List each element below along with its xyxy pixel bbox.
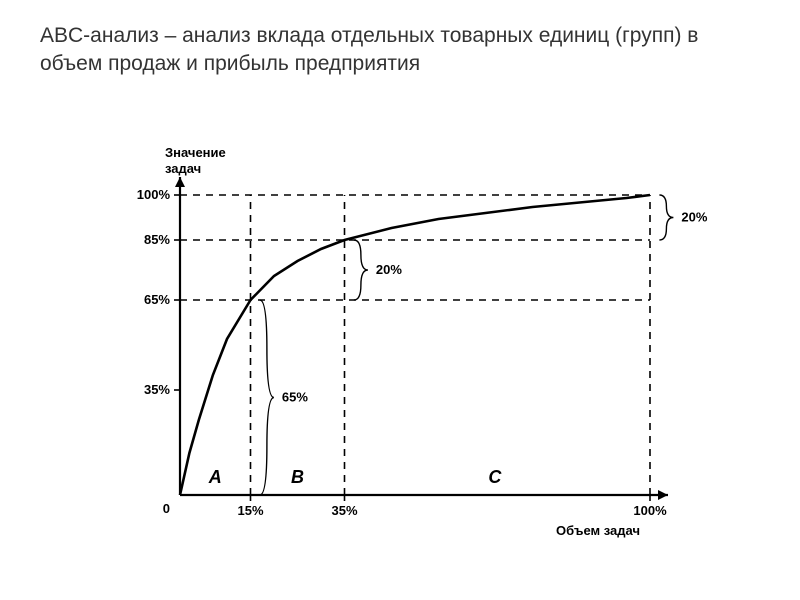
region-label: C — [488, 467, 502, 487]
x-tick-label: 100% — [633, 503, 667, 518]
y-tick-label: 100% — [137, 187, 171, 202]
y-tick-label: 35% — [144, 382, 170, 397]
brace — [260, 300, 274, 495]
page-title: ABC-анализ – анализ вклада отдельных тов… — [40, 22, 720, 79]
y-tick-label: 65% — [144, 292, 170, 307]
origin-label: 0 — [163, 501, 170, 516]
brace — [659, 195, 673, 240]
y-axis-title: задач — [165, 161, 201, 176]
brace-label: 65% — [282, 390, 308, 405]
abc-analysis-chart: Значениезадач 15% 35% 100% 35% 65% 85% 100% 0 Объ… — [110, 140, 710, 550]
x-tick-label: 15% — [237, 503, 263, 518]
region-label: B — [291, 467, 304, 487]
x-axis-arrow — [658, 490, 668, 500]
y-axis-title: Значение — [165, 145, 226, 160]
region-label: A — [208, 467, 222, 487]
brace-label: 20% — [376, 262, 402, 277]
x-axis-title: Объем задач — [556, 523, 640, 538]
y-tick-label: 85% — [144, 232, 170, 247]
brace — [354, 240, 368, 300]
y-axis-arrow — [175, 177, 185, 187]
brace-label: 20% — [681, 210, 707, 225]
x-tick-label: 35% — [331, 503, 357, 518]
